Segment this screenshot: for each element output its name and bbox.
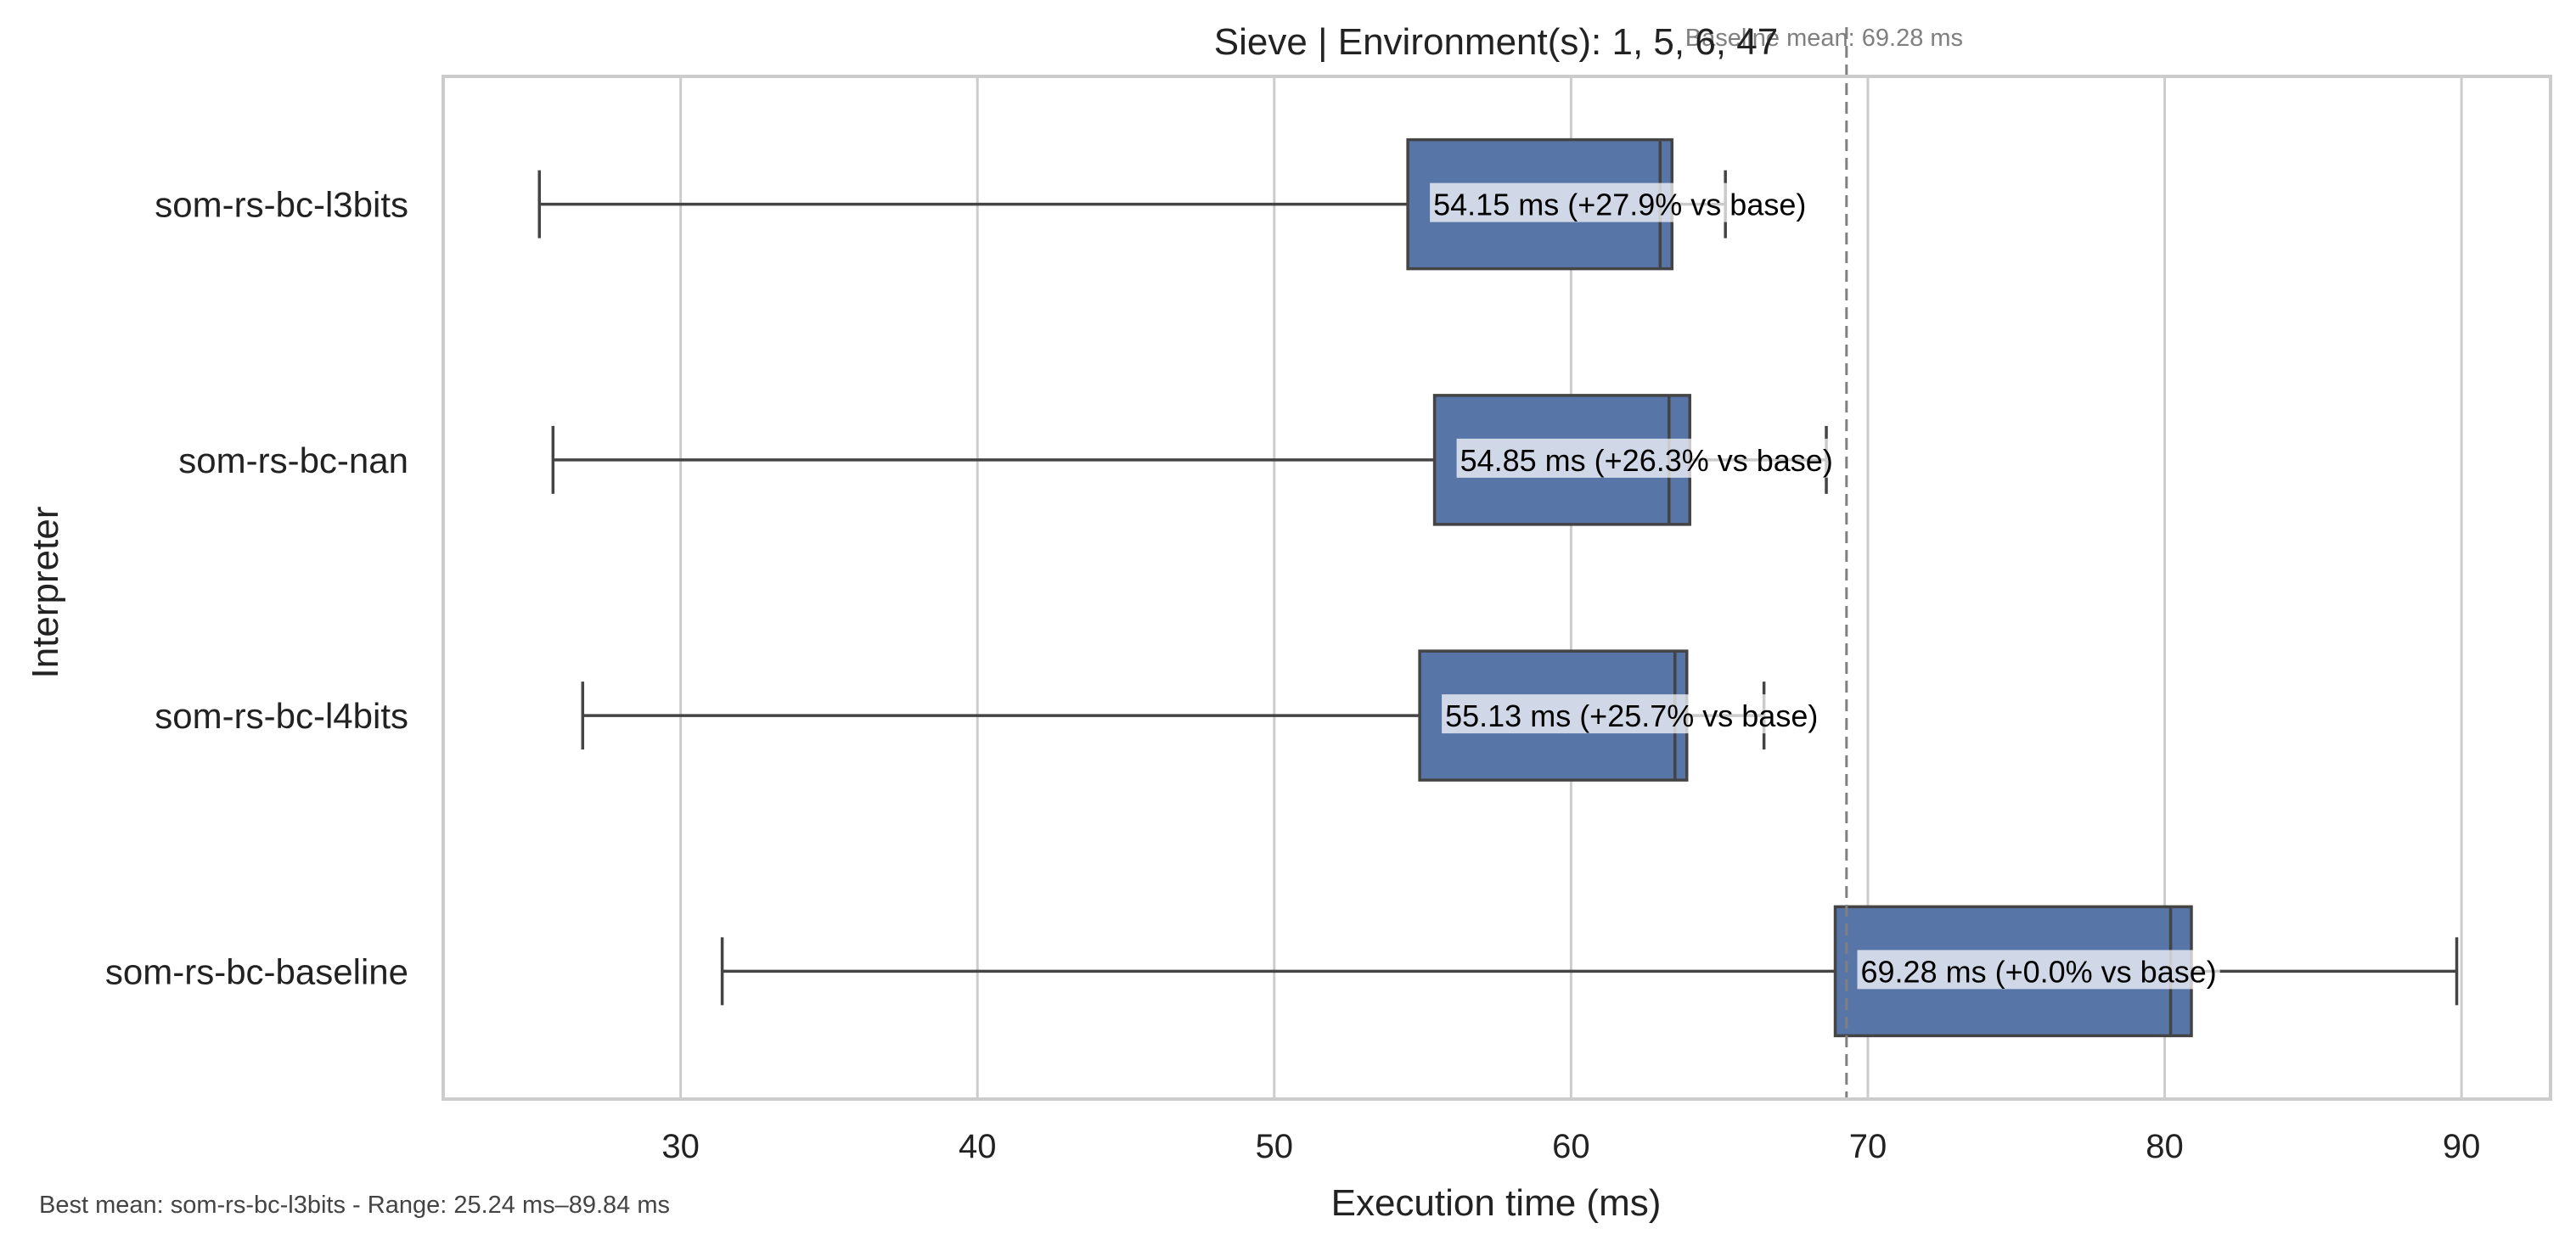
- x-axis-label: Execution time (ms): [1331, 1182, 1662, 1224]
- x-tick-label: 90: [2443, 1128, 2481, 1165]
- y-category-labels: som-rs-bc-l3bits som-rs-bc-nan som-rs-bc-l…: [105, 185, 408, 992]
- data-label-bg: [1456, 438, 1836, 478]
- data-label-bg: [1430, 182, 1810, 222]
- x-tick-label: 50: [1256, 1128, 1294, 1165]
- baseline-reference: Baseline mean: 69.28 ms: [1685, 25, 1963, 1099]
- x-tick-label: 60: [1552, 1128, 1590, 1165]
- data-label-bg: [1442, 694, 1822, 734]
- footnote: Best mean: som-rs-bc-l3bits - Range: 25.…: [39, 1192, 671, 1219]
- box-series: 54.15 ms (+27.9% vs base) 54.85 ms (+26.3…: [537, 137, 2459, 1038]
- y-axis-label: Interpreter: [25, 507, 66, 679]
- y-category-label: som-rs-bc-l4bits: [155, 696, 408, 736]
- data-label: 54.15 ms (+27.9% vs base): [1433, 188, 1806, 222]
- data-label-bg: [1857, 950, 2220, 990]
- box-group: 69.28 ms (+0.0% vs base): [720, 905, 2459, 1038]
- data-label: 69.28 ms (+0.0% vs base): [1861, 954, 2217, 989]
- y-category-label: som-rs-bc-baseline: [105, 951, 408, 991]
- box-group: 54.85 ms (+26.3% vs base): [551, 394, 1836, 526]
- chart-title: Sieve | Environment(s): 1, 5, 6, 47: [1214, 21, 1778, 63]
- x-tick-label: 80: [2146, 1128, 2184, 1165]
- x-tick-labels: 30 40 50 60 70 80 90: [661, 1128, 2480, 1165]
- x-tick-label: 30: [661, 1128, 700, 1165]
- data-label: 55.13 ms (+25.7% vs base): [1445, 698, 1818, 733]
- data-label: 54.85 ms (+26.3% vs base): [1460, 443, 1833, 478]
- y-category-label: som-rs-bc-nan: [178, 440, 408, 480]
- y-category-label: som-rs-bc-l3bits: [155, 185, 408, 225]
- plot-frame: [442, 75, 2552, 1101]
- box-group: 54.15 ms (+27.9% vs base): [537, 137, 1810, 271]
- box-group: 55.13 ms (+25.7% vs base): [581, 649, 1822, 782]
- reference-line-label: Baseline mean: 69.28 ms: [1685, 25, 1963, 52]
- x-tick-label: 70: [1849, 1128, 1887, 1165]
- x-tick-label: 40: [959, 1128, 997, 1165]
